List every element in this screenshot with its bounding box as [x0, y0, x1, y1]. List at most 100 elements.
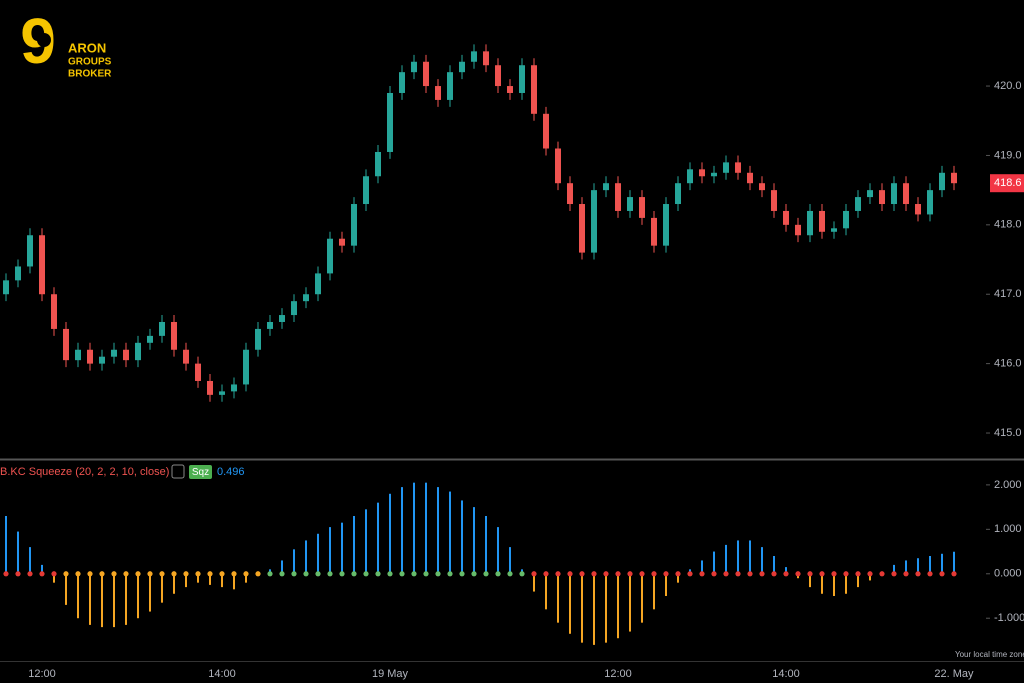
- candle-body: [255, 328, 261, 350]
- squeeze-dot: [207, 571, 213, 577]
- candle-body: [819, 210, 825, 232]
- squeeze-dot: [927, 571, 933, 577]
- candle-body: [723, 162, 729, 173]
- logo-line: ARON: [68, 40, 106, 55]
- candle-body: [555, 148, 561, 184]
- candle-body: [387, 92, 393, 152]
- y-tick-label: 2.000: [994, 479, 1022, 491]
- squeeze-dot: [75, 571, 81, 577]
- squeeze-dot: [675, 571, 681, 577]
- candle-body: [483, 51, 489, 66]
- candle-body: [783, 210, 789, 225]
- squeeze-dot: [483, 571, 489, 577]
- indicator-settings-icon[interactable]: [171, 464, 185, 479]
- squeeze-dot: [939, 571, 945, 577]
- squeeze-dot: [339, 571, 345, 577]
- squeeze-dot: [447, 571, 453, 577]
- candle-body: [711, 172, 717, 177]
- squeeze-dot: [795, 571, 801, 577]
- squeeze-dot: [915, 571, 921, 577]
- squeeze-dot: [819, 571, 825, 577]
- squeeze-dot: [543, 571, 549, 577]
- candle-body: [939, 172, 945, 191]
- indicator-badge: Sqz: [192, 467, 209, 478]
- squeeze-dot: [867, 571, 873, 577]
- squeeze-dot: [519, 571, 525, 577]
- y-tick-label: 418.0: [994, 219, 1022, 231]
- candle-body: [855, 197, 861, 211]
- squeeze-dot: [411, 571, 417, 577]
- candle-body: [279, 315, 285, 322]
- candle-body: [315, 273, 321, 295]
- candle-body: [771, 190, 777, 211]
- time-zone-note: Your local time zone: [955, 650, 1024, 659]
- squeeze-dot: [711, 571, 717, 577]
- candle-body: [603, 183, 609, 191]
- candle-body: [27, 235, 33, 267]
- indicator-title: B.KC Squeeze (20, 2, 2, 10, close): [0, 466, 169, 478]
- indicator-value: 0.496: [217, 466, 245, 478]
- squeeze-dot: [639, 571, 645, 577]
- candle-body: [399, 72, 405, 93]
- candle-body: [75, 349, 81, 361]
- squeeze-dot: [291, 571, 297, 577]
- squeeze-dot: [375, 571, 381, 577]
- x-tick-label: 14:00: [772, 668, 800, 680]
- y-tick-label: 0.000: [994, 568, 1022, 580]
- squeeze-dot: [699, 571, 705, 577]
- squeeze-dot: [903, 571, 909, 577]
- candle-body: [651, 217, 657, 246]
- candle-body: [39, 235, 45, 295]
- squeeze-dot: [327, 571, 333, 577]
- squeeze-dot: [27, 571, 33, 577]
- squeeze-dot: [879, 571, 885, 577]
- squeeze-dot: [3, 571, 9, 577]
- squeeze-dot: [267, 571, 273, 577]
- squeeze-dot: [183, 571, 189, 577]
- logo-mark: [37, 33, 51, 47]
- squeeze-dot: [171, 571, 177, 577]
- y-tick-label: 420.0: [994, 80, 1022, 92]
- candle-body: [879, 190, 885, 205]
- candle-body: [747, 172, 753, 184]
- squeeze-dot: [615, 571, 621, 577]
- candle-body: [411, 61, 417, 73]
- squeeze-dot: [279, 571, 285, 577]
- candle-body: [3, 280, 9, 295]
- squeeze-dot: [147, 571, 153, 577]
- candle-body: [639, 197, 645, 218]
- x-tick-label: 12:00: [604, 668, 632, 680]
- squeeze-dot: [831, 571, 837, 577]
- logo-line: GROUPS: [68, 57, 112, 68]
- squeeze-dot: [303, 571, 309, 577]
- candle-body: [699, 169, 705, 177]
- candle-body: [891, 183, 897, 205]
- y-tick-label: 417.0: [994, 288, 1022, 300]
- squeeze-dot: [687, 571, 693, 577]
- candle-body: [123, 349, 129, 361]
- squeeze-dot: [315, 571, 321, 577]
- candle-body: [195, 363, 201, 381]
- squeeze-dot: [351, 571, 357, 577]
- candle-body: [303, 294, 309, 302]
- squeeze-dot: [39, 571, 45, 577]
- candle-body: [591, 190, 597, 253]
- y-tick-label: 1.000: [994, 523, 1022, 535]
- squeeze-dot: [783, 571, 789, 577]
- squeeze-dot: [747, 571, 753, 577]
- candle-body: [51, 294, 57, 329]
- squeeze-dot: [63, 571, 69, 577]
- candle-body: [951, 172, 957, 184]
- squeeze-dot: [363, 571, 369, 577]
- candle-body: [507, 86, 513, 93]
- squeeze-dot: [495, 571, 501, 577]
- x-tick-label: 12:00: [28, 668, 56, 680]
- squeeze-dot: [771, 571, 777, 577]
- squeeze-dot: [807, 571, 813, 577]
- candle-body: [927, 190, 933, 215]
- candle-body: [375, 151, 381, 177]
- candle-body: [15, 266, 21, 281]
- candle-body: [231, 384, 237, 392]
- squeeze-dot: [423, 571, 429, 577]
